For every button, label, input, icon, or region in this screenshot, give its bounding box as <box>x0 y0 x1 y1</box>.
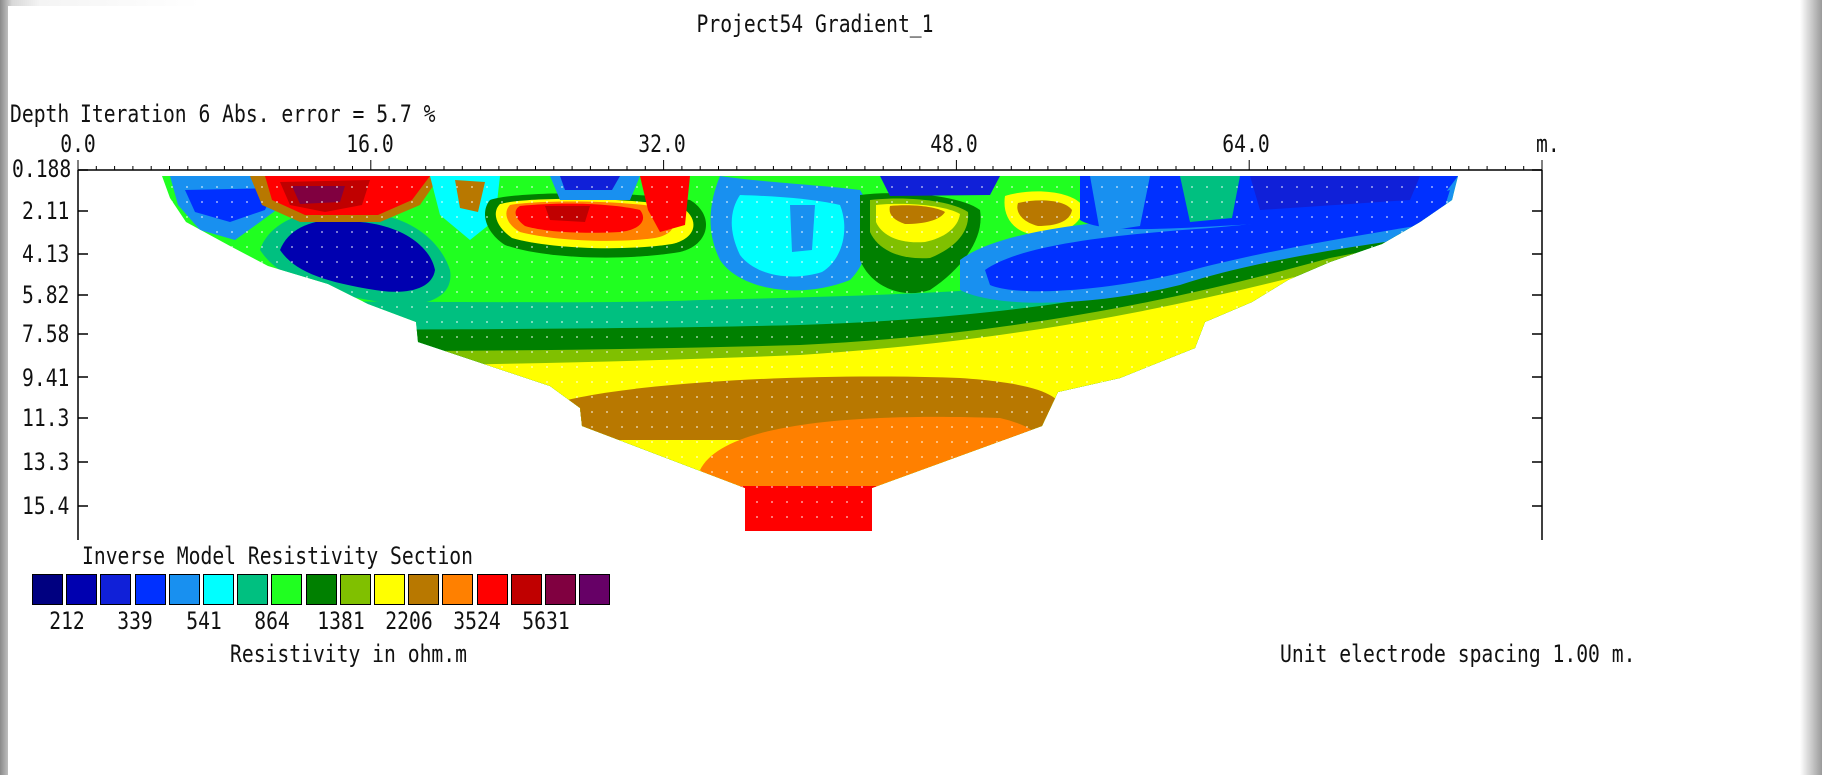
color-swatch <box>100 574 132 605</box>
x-tick-label: 16.0 <box>346 130 394 158</box>
color-swatch <box>203 574 234 605</box>
color-swatch <box>134 574 166 605</box>
color-swatch <box>545 574 576 605</box>
depth-label: Depth <box>10 100 70 128</box>
chart-title: Project54 Gradient_1 <box>696 10 934 38</box>
color-scale-value: 541 <box>186 607 222 635</box>
depth-tick-label: 4.13 <box>22 240 70 268</box>
color-swatch <box>237 574 269 605</box>
electrode-spacing-note: Unit electrode spacing 1.00 m. <box>1280 640 1636 668</box>
x-tick-label: 64.0 <box>1222 130 1270 158</box>
color-swatch <box>168 574 200 605</box>
color-swatch <box>510 574 542 605</box>
color-swatch <box>579 574 611 605</box>
color-scale-value: 3524 <box>453 607 502 635</box>
depth-tick-label: 7.58 <box>22 320 70 348</box>
color-swatch <box>374 574 405 605</box>
color-scale-value: 1381 <box>316 607 365 635</box>
colorbar-label: Resistivity in ohm.m <box>230 640 467 668</box>
color-swatch <box>271 574 303 605</box>
depth-tick-label: 11.3 <box>22 404 70 432</box>
depth-tick-label: 15.4 <box>22 492 70 520</box>
x-tick-label: 32.0 <box>638 130 686 158</box>
color-swatch <box>66 574 98 605</box>
color-swatch <box>442 574 474 605</box>
color-scale-value: 5631 <box>522 607 570 635</box>
resistivity-section <box>162 176 1458 531</box>
color-swatch <box>305 574 337 605</box>
legend-title: Inverse Model Resistivity Section <box>82 542 473 570</box>
y-axis-ticks <box>78 169 1542 507</box>
color-swatch <box>32 574 63 605</box>
color-swatch <box>339 574 371 605</box>
color-swatch <box>476 574 508 605</box>
x-tick-label: 0.0 <box>60 130 96 158</box>
depth-tick-label: 9.41 <box>22 364 70 392</box>
color-scale-value: 212 <box>49 607 85 635</box>
x-axis-ticks <box>77 160 1543 170</box>
x-tick-label: 48.0 <box>930 130 978 158</box>
depth-tick-label: 5.82 <box>22 281 70 309</box>
color-swatch <box>408 574 440 605</box>
depth-tick-label: 13.3 <box>22 448 70 476</box>
color-scale-value: 864 <box>254 607 290 635</box>
depth-tick-label: 0.188 <box>12 155 72 183</box>
window-edge <box>1800 0 1822 775</box>
color-scale-value: 2206 <box>385 607 433 635</box>
x-unit-label: m. <box>1536 130 1560 158</box>
color-scale-value: 339 <box>117 607 154 635</box>
iteration-info: Iteration 6 Abs. error = 5.7 % <box>80 100 436 128</box>
depth-tick-label: 2.11 <box>22 197 70 225</box>
